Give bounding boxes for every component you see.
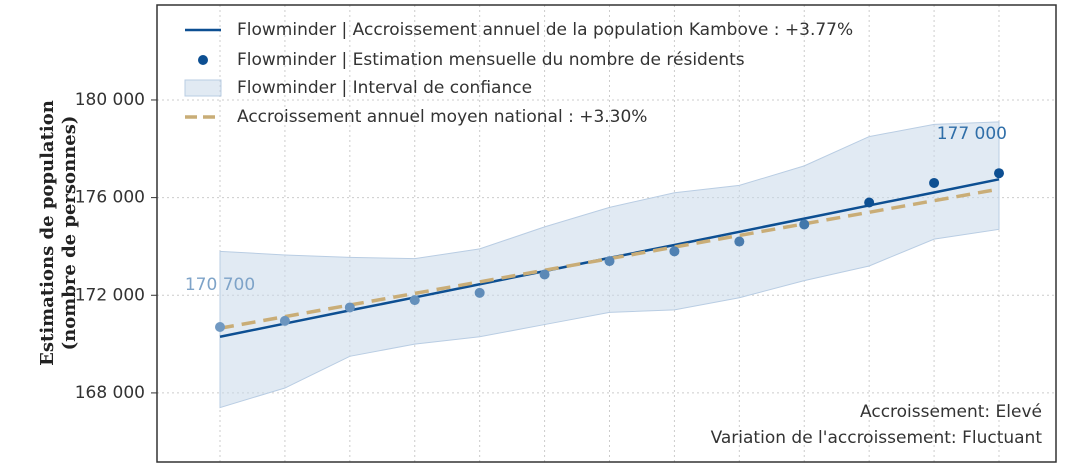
value-label: 177 000 bbox=[937, 124, 1007, 144]
y-tick-label: 176 000 bbox=[75, 188, 145, 208]
data-point bbox=[474, 287, 485, 298]
annotation: Accroissement: Elevé bbox=[860, 402, 1042, 422]
legend-label: Flowminder | Estimation mensuelle du nom… bbox=[237, 50, 745, 70]
data-point bbox=[799, 219, 810, 230]
y-tick-label: 172 000 bbox=[75, 285, 145, 305]
legend-label: Accroissement annuel moyen national : +3… bbox=[237, 107, 647, 127]
data-point bbox=[409, 295, 420, 306]
y-axis-label: Estimations de population bbox=[37, 100, 58, 366]
data-point bbox=[994, 168, 1004, 179]
data-point bbox=[929, 177, 940, 188]
y-tick-label: 168 000 bbox=[75, 383, 145, 403]
legend-label: Flowminder | Accroissement annuel de la … bbox=[237, 20, 853, 40]
legend-swatch bbox=[184, 79, 222, 97]
data-point bbox=[344, 302, 355, 313]
legend-label: Flowminder | Interval de confiance bbox=[237, 78, 532, 98]
data-point bbox=[734, 236, 745, 247]
data-point bbox=[864, 197, 875, 208]
data-point bbox=[279, 315, 290, 326]
data-point bbox=[215, 321, 225, 332]
annotation: Variation de l'accroissement: Fluctuant bbox=[711, 428, 1043, 448]
y-axis-label: (nombre de personnes) bbox=[59, 116, 80, 351]
data-point bbox=[539, 269, 550, 280]
data-point bbox=[604, 256, 615, 267]
legend-swatch bbox=[198, 55, 208, 65]
y-tick-label: 180 000 bbox=[75, 90, 145, 110]
plot-frame bbox=[156, 4, 1057, 463]
value-label: 170 700 bbox=[185, 275, 255, 295]
data-point bbox=[669, 246, 680, 257]
